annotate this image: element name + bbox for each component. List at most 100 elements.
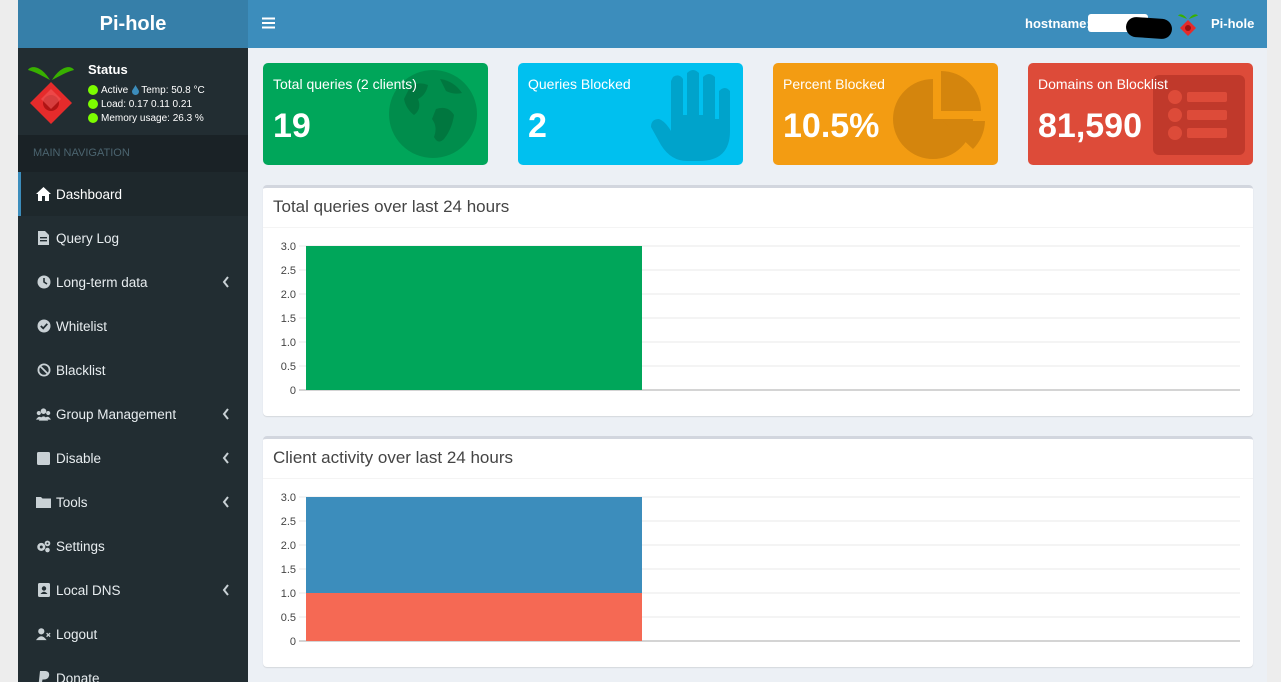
nav-item-label: Logout: [56, 626, 98, 642]
nav-item-logout[interactable]: Logout: [18, 612, 248, 656]
status-dot-icon: [88, 85, 98, 95]
nav-item-dashboard[interactable]: Dashboard: [18, 172, 248, 216]
nav-item-local-dns[interactable]: Local DNS: [18, 568, 248, 612]
home-icon: [36, 187, 51, 202]
nav-item-query-log[interactable]: Query Log: [18, 216, 248, 260]
cogs-icon: [36, 539, 51, 554]
pihole-user-icon[interactable]: [1178, 11, 1198, 37]
stat-label: Queries Blocked: [528, 76, 631, 92]
status-memory-line: Memory usage: 26.3 %: [88, 111, 205, 125]
nav-item-donate[interactable]: Donate: [18, 656, 248, 682]
nav-item-whitelist[interactable]: Whitelist: [18, 304, 248, 348]
y-tick-label: 0: [290, 385, 296, 397]
y-tick-label: 0.5: [281, 612, 296, 624]
status-active-line: Active Temp: 50.8 °C: [88, 83, 205, 97]
list-icon: [1153, 75, 1245, 155]
client-activity-panel: Client activity over last 24 hours 0 0.5 1…: [263, 436, 1253, 667]
nav-item-label: Query Log: [56, 230, 120, 246]
queries-over-time-chart[interactable]: 0 0.5 1.0 1.5 2.0 2.5 3.0: [263, 229, 1253, 416]
top-user-name[interactable]: Pi-hole: [1211, 16, 1255, 31]
y-tick-label: 2.0: [281, 540, 296, 552]
queries-over-time-panel: Total queries over last 24 hours 0 0.5 1.0…: [263, 185, 1253, 416]
nav-item-tools[interactable]: Tools: [18, 480, 248, 524]
stat-box-percent-blocked[interactable]: Percent Blocked 10.5%: [773, 63, 998, 165]
folder-icon: [36, 495, 51, 510]
status-title: Status: [88, 62, 128, 77]
hostname-redaction-scribble: [1125, 16, 1173, 40]
stat-label: Total queries (2 clients): [273, 76, 417, 92]
stat-value: 81,590: [1038, 107, 1142, 145]
status-panel: Status Active Temp: 50.8 °C Load: 0.17 0…: [18, 48, 248, 135]
nav-header: MAIN NAVIGATION: [18, 135, 248, 172]
clock-icon: [36, 275, 51, 290]
hamburger-menu-icon[interactable]: [262, 16, 276, 30]
page-background-right: [1267, 0, 1281, 682]
stat-box-domains-on-blocklist[interactable]: Domains on Blocklist 81,590: [1028, 63, 1253, 165]
y-tick-label: 2.5: [281, 265, 296, 277]
chevron-left-icon[interactable]: [222, 584, 230, 596]
bar-client-2[interactable]: [306, 497, 642, 593]
nav-item-label: Settings: [56, 538, 105, 554]
panel-title: Client activity over last 24 hours: [263, 439, 1253, 479]
status-active: Active: [101, 84, 129, 96]
chevron-left-icon[interactable]: [222, 276, 230, 288]
nav-item-label: Long-term data: [56, 274, 148, 290]
nav-item-label: Disable: [56, 450, 102, 466]
load-dot-icon: [88, 99, 98, 109]
sidebar: Pi-hole Status Active Temp: 50.8 °C Load…: [18, 0, 248, 682]
stat-box-total-queries[interactable]: Total queries (2 clients) 19: [263, 63, 488, 165]
paypal-icon: [36, 671, 51, 682]
y-tick-label: 2.5: [281, 516, 296, 528]
stat-value: 2: [528, 107, 547, 145]
pie-chart-icon: [893, 71, 985, 159]
nav-item-settings[interactable]: Settings: [18, 524, 248, 568]
status-load: Load: 0.17 0.11 0.21: [101, 98, 193, 110]
client-activity-chart[interactable]: 0 0.5 1.0 1.5 2.0 2.5 3.0: [263, 480, 1253, 667]
y-tick-label: 1.0: [281, 337, 296, 349]
nav-item-label: Donate: [56, 670, 100, 682]
stat-value: 10.5%: [783, 107, 880, 145]
nav-item-label: Tools: [56, 494, 88, 510]
nav-item-disable[interactable]: Disable: [18, 436, 248, 480]
nav-item-label: Group Management: [56, 406, 177, 422]
bar-permitted[interactable]: [306, 246, 642, 390]
bar-client-1[interactable]: [306, 593, 642, 641]
stat-box-queries-blocked[interactable]: Queries Blocked 2: [518, 63, 743, 165]
page-background-left: [0, 0, 18, 682]
chevron-left-icon[interactable]: [222, 408, 230, 420]
top-navbar: hostname: Pi-hole: [248, 0, 1267, 48]
y-tick-label: 1.5: [281, 313, 296, 325]
y-tick-label: 1.5: [281, 564, 296, 576]
nav-item-label: Dashboard: [56, 186, 123, 202]
nav-item-group-management[interactable]: Group Management: [18, 392, 248, 436]
file-icon: [36, 231, 51, 246]
status-block: Status Active Temp: 50.8 °C Load: 0.17 0…: [88, 62, 205, 125]
nav-item-label: Blacklist: [56, 362, 106, 378]
status-temp: Temp: 50.8 °C: [141, 84, 205, 96]
app-logo[interactable]: Pi-hole: [18, 0, 248, 48]
status-memory: Memory usage: 26.3 %: [101, 112, 204, 124]
users-icon: [36, 407, 51, 422]
hand-icon: [651, 70, 730, 161]
status-load-line: Load: 0.17 0.11 0.21: [88, 97, 205, 111]
address-book-icon: [36, 583, 51, 598]
main-content: Total queries (2 clients) 19 Queries Blo…: [248, 48, 1267, 682]
y-tick-label: 0.5: [281, 361, 296, 373]
y-tick-label: 3.0: [281, 241, 296, 253]
stat-label: Domains on Blocklist: [1038, 76, 1168, 92]
y-tick-label: 0: [290, 636, 296, 648]
chevron-left-icon[interactable]: [222, 452, 230, 464]
stop-icon: [36, 451, 51, 466]
nav-item-label: Whitelist: [56, 318, 108, 334]
ban-icon: [36, 363, 51, 378]
nav-item-blacklist[interactable]: Blacklist: [18, 348, 248, 392]
stat-label: Percent Blocked: [783, 76, 885, 92]
nav-item-label: Local DNS: [56, 582, 121, 598]
panel-title: Total queries over last 24 hours: [263, 188, 1253, 228]
user-times-icon: [36, 627, 51, 642]
y-tick-label: 1.0: [281, 588, 296, 600]
chevron-left-icon[interactable]: [222, 496, 230, 508]
globe-icon: [389, 70, 477, 158]
hostname-label: hostname:: [1025, 16, 1091, 31]
nav-item-long-term-data[interactable]: Long-term data: [18, 260, 248, 304]
